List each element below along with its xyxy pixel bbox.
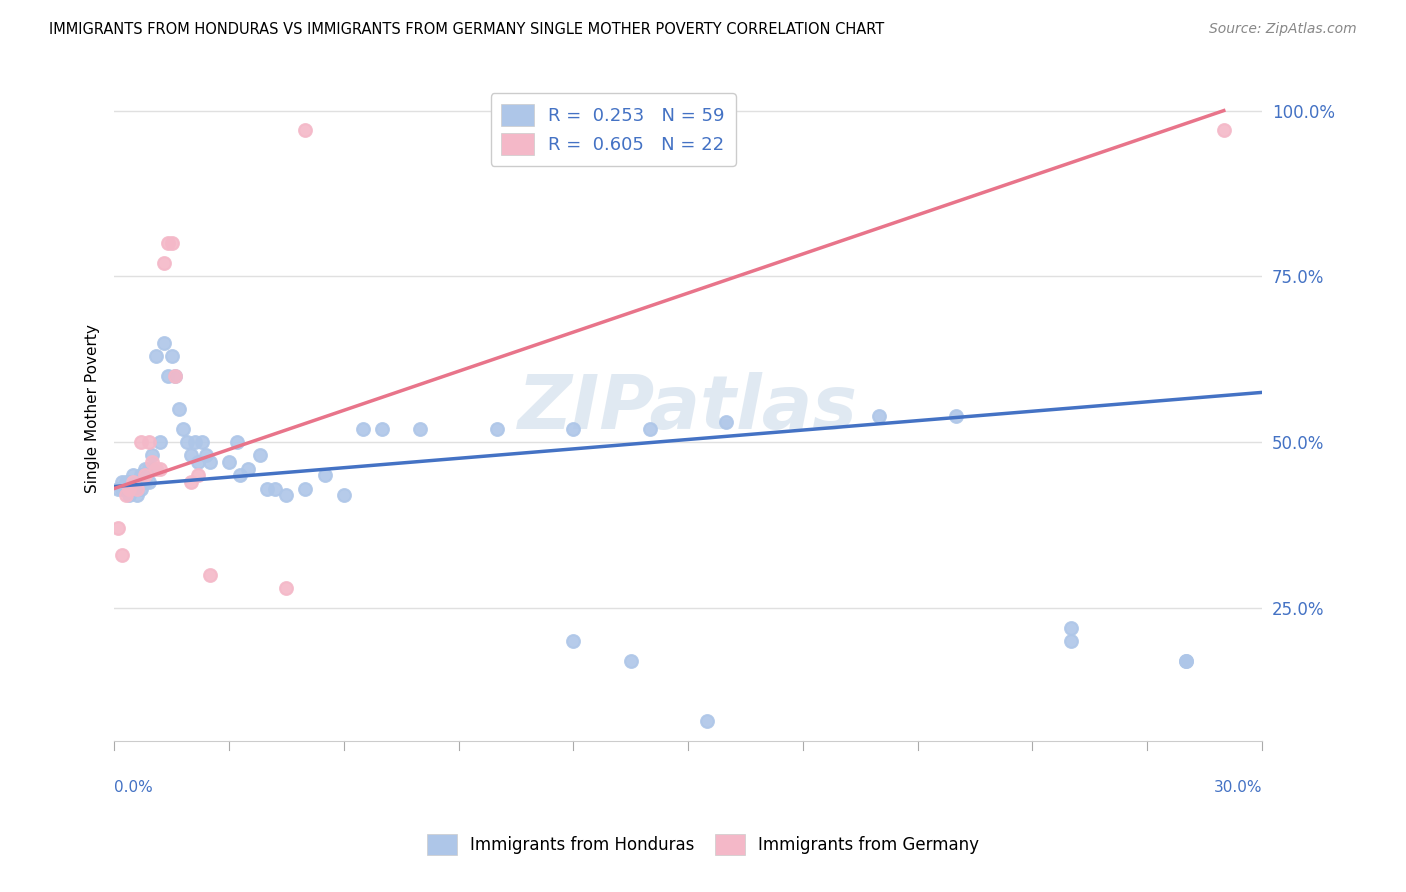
Point [195, 449, 218, 463]
Point [129, 468, 152, 483]
Point [229, 468, 252, 483]
Legend: R =  0.253   N = 59, R =  0.605   N = 22: R = 0.253 N = 59, R = 0.605 N = 22 [491, 93, 735, 166]
Text: 0.0%: 0.0% [114, 780, 153, 796]
Point [129, 435, 152, 450]
Point [1174, 654, 1197, 668]
Point [153, 335, 176, 350]
Point [127, 475, 149, 489]
Point [153, 256, 176, 270]
Point [111, 475, 134, 489]
Point [138, 475, 160, 489]
Point [225, 435, 247, 450]
Point [127, 482, 149, 496]
Point [696, 714, 718, 728]
Point [562, 422, 585, 436]
Point [172, 422, 194, 436]
Point [118, 488, 141, 502]
Point [165, 368, 187, 383]
Point [134, 468, 156, 483]
Point [276, 488, 298, 502]
Point [352, 422, 374, 436]
Point [165, 368, 187, 383]
Point [485, 422, 508, 436]
Text: ZIPatlas: ZIPatlas [519, 373, 858, 445]
Point [183, 435, 205, 450]
Point [198, 455, 221, 469]
Point [141, 449, 163, 463]
Point [149, 435, 172, 450]
Point [141, 461, 163, 475]
Point [294, 482, 316, 496]
Point [111, 482, 134, 496]
Point [134, 461, 156, 475]
Point [138, 435, 160, 450]
Point [332, 488, 354, 502]
Point [122, 475, 145, 489]
Point [134, 475, 156, 489]
Point [122, 468, 145, 483]
Point [127, 488, 149, 502]
Text: IMMIGRANTS FROM HONDURAS VS IMMIGRANTS FROM GERMANY SINGLE MOTHER POVERTY CORREL: IMMIGRANTS FROM HONDURAS VS IMMIGRANTS F… [49, 22, 884, 37]
Point [122, 475, 145, 489]
Point [127, 482, 149, 496]
Point [160, 349, 183, 363]
Point [145, 349, 167, 363]
Point [638, 422, 661, 436]
Point [149, 461, 172, 475]
Point [156, 236, 179, 251]
Point [122, 482, 145, 496]
Point [1212, 123, 1234, 137]
Point [1060, 621, 1083, 635]
Point [160, 236, 183, 251]
Point [156, 368, 179, 383]
Point [114, 475, 136, 489]
Point [264, 482, 287, 496]
Point [716, 415, 738, 429]
Text: Source: ZipAtlas.com: Source: ZipAtlas.com [1209, 22, 1357, 37]
Point [141, 455, 163, 469]
Point [129, 482, 152, 496]
Text: 30.0%: 30.0% [1213, 780, 1263, 796]
Point [167, 401, 190, 416]
Point [409, 422, 432, 436]
Point [276, 581, 298, 595]
Point [1060, 634, 1083, 648]
Point [187, 455, 209, 469]
Point [111, 548, 134, 562]
Point [294, 123, 316, 137]
Point [868, 409, 890, 423]
Point [371, 422, 394, 436]
Point [945, 409, 967, 423]
Point [107, 521, 129, 535]
Point [114, 488, 136, 502]
Point [1174, 654, 1197, 668]
Y-axis label: Single Mother Poverty: Single Mother Poverty [86, 325, 100, 493]
Point [180, 449, 202, 463]
Point [191, 435, 214, 450]
Point [145, 461, 167, 475]
Point [218, 455, 240, 469]
Point [180, 475, 202, 489]
Point [129, 475, 152, 489]
Point [187, 468, 209, 483]
Point [118, 475, 141, 489]
Point [118, 482, 141, 496]
Point [176, 435, 198, 450]
Point [249, 449, 271, 463]
Point [114, 482, 136, 496]
Point [138, 461, 160, 475]
Point [256, 482, 278, 496]
Point [562, 634, 585, 648]
Legend: Immigrants from Honduras, Immigrants from Germany: Immigrants from Honduras, Immigrants fro… [420, 828, 986, 862]
Point [198, 567, 221, 582]
Point [620, 654, 643, 668]
Point [314, 468, 336, 483]
Point [107, 482, 129, 496]
Point [236, 461, 259, 475]
